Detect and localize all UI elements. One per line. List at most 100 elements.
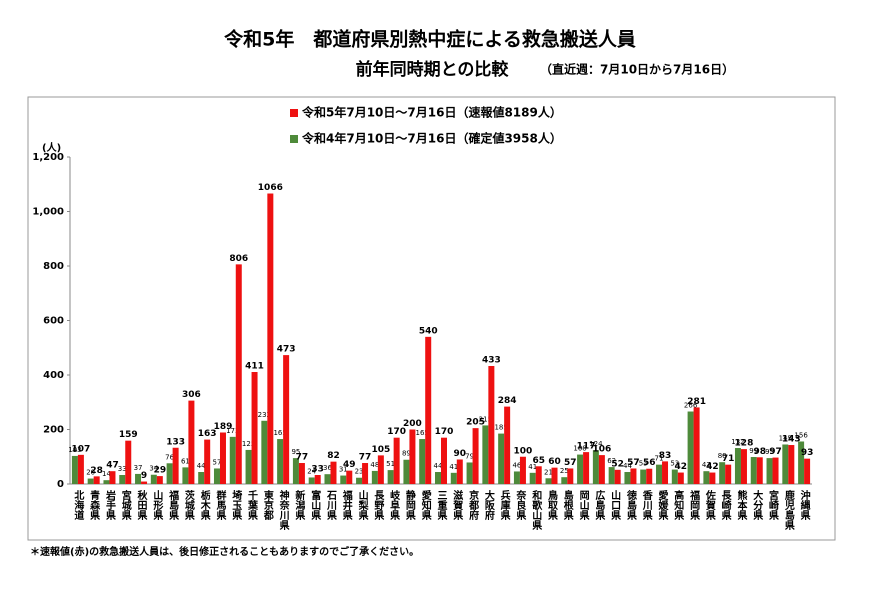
bar — [598, 455, 605, 484]
bar — [377, 455, 384, 484]
bar — [182, 467, 189, 484]
value-label: 76 — [165, 453, 174, 461]
value-label: 47 — [106, 461, 119, 471]
x-tick-label: 秋田県 — [135, 489, 147, 521]
bar — [677, 472, 684, 484]
value-label: 185 — [494, 424, 507, 432]
value-label: 90 — [454, 449, 467, 459]
value-label: 98 — [753, 447, 766, 457]
bar — [245, 449, 252, 484]
x-tick-label: 鹿児島県 — [782, 489, 795, 531]
bar — [425, 336, 432, 484]
x-tick-label: 鳥取県 — [546, 489, 558, 521]
value-label: 143 — [782, 435, 801, 445]
bar — [734, 448, 741, 484]
value-label: 106 — [592, 445, 611, 455]
value-label: 125 — [242, 440, 255, 448]
bar — [519, 456, 526, 484]
bar — [535, 466, 542, 484]
x-tick-label: 東京都 — [261, 489, 274, 521]
bar — [166, 463, 173, 484]
value-label: 71 — [655, 455, 664, 463]
value-label: 205 — [466, 418, 485, 428]
value-label: 99 — [749, 447, 758, 455]
bar — [119, 475, 126, 484]
x-tick-label: 山形県 — [151, 489, 163, 521]
value-label: 128 — [735, 439, 754, 449]
chart-title: 令和5年 都道府県別熱中症による救急搬送人員 — [224, 28, 636, 51]
x-tick-label: 大分県 — [751, 489, 763, 521]
x-tick-label: 香川県 — [640, 489, 653, 521]
value-label: 107 — [71, 444, 90, 454]
x-tick-label: 三重県 — [435, 490, 447, 521]
value-label: 173 — [226, 427, 239, 435]
x-tick-label: 高知県 — [672, 489, 685, 521]
value-label: 44 — [434, 462, 443, 470]
x-tick-label: 北海道 — [72, 489, 84, 521]
bar — [656, 464, 663, 484]
value-label: 170 — [387, 427, 406, 437]
bar — [687, 411, 694, 484]
bar — [435, 472, 441, 484]
bar — [93, 476, 100, 484]
bar — [529, 472, 536, 484]
value-label: 133 — [166, 437, 185, 447]
bar — [387, 470, 394, 484]
bar — [750, 457, 757, 484]
x-tick-label: 愛知県 — [419, 489, 432, 521]
value-label: 34 — [149, 465, 158, 473]
value-label: 79 — [465, 452, 474, 460]
value-label: 159 — [119, 430, 138, 440]
x-tick-label: 広島県 — [593, 489, 605, 521]
x-tick-label: 奈良県 — [514, 489, 527, 521]
value-label: 232 — [258, 411, 271, 419]
bar — [71, 455, 78, 484]
x-tick-label: 島根県 — [561, 489, 573, 521]
bar — [662, 461, 669, 484]
value-label: 42 — [706, 462, 719, 472]
bar — [450, 472, 457, 484]
value-label: 163 — [198, 429, 217, 439]
value-label: 52 — [611, 459, 624, 469]
bar — [393, 437, 400, 484]
bar — [719, 462, 726, 484]
value-label: 165 — [416, 429, 429, 437]
bar — [798, 441, 805, 484]
x-tick-label: 大阪府 — [482, 489, 494, 521]
footnote: ＊速報値(赤)の救急搬送人員は、後日修正されることもありますのでご了承ください。 — [30, 545, 419, 558]
value-label: 36 — [323, 464, 332, 472]
x-tick-label: 福井県 — [340, 489, 353, 521]
x-tick-label: 岡山県 — [577, 490, 589, 521]
value-label: 82 — [327, 451, 340, 461]
value-label: 200 — [403, 419, 422, 429]
value-label: 132 — [731, 438, 744, 446]
bar — [125, 440, 132, 484]
value-label: 33 — [311, 465, 324, 475]
bar — [725, 464, 732, 484]
bar — [561, 477, 568, 484]
bar — [403, 459, 410, 484]
value-label: 44 — [197, 462, 206, 470]
value-label: 215 — [479, 415, 492, 423]
value-label: 57 — [213, 458, 222, 466]
value-label: 51 — [386, 460, 395, 468]
bar — [567, 468, 574, 484]
value-label: 89 — [402, 450, 411, 458]
bar — [135, 473, 142, 484]
bar — [788, 445, 795, 484]
bar — [630, 468, 637, 484]
value-label: 266 — [684, 402, 698, 410]
bar — [156, 476, 163, 484]
x-tick-label: 長崎県 — [719, 490, 731, 521]
value-label: 23 — [355, 468, 364, 476]
value-label: 60 — [548, 457, 561, 467]
x-tick-label: 宮城県 — [119, 489, 131, 521]
x-tick-label: 長野県 — [372, 490, 384, 521]
bar — [482, 425, 489, 484]
x-tick-label: 群馬県 — [214, 489, 226, 521]
legend-label: 令和5年7月10日～7月16日（速報値8189人） — [301, 105, 562, 120]
value-label: 37 — [134, 464, 143, 472]
bar — [577, 454, 584, 484]
bar — [314, 475, 321, 484]
bar — [804, 458, 811, 484]
